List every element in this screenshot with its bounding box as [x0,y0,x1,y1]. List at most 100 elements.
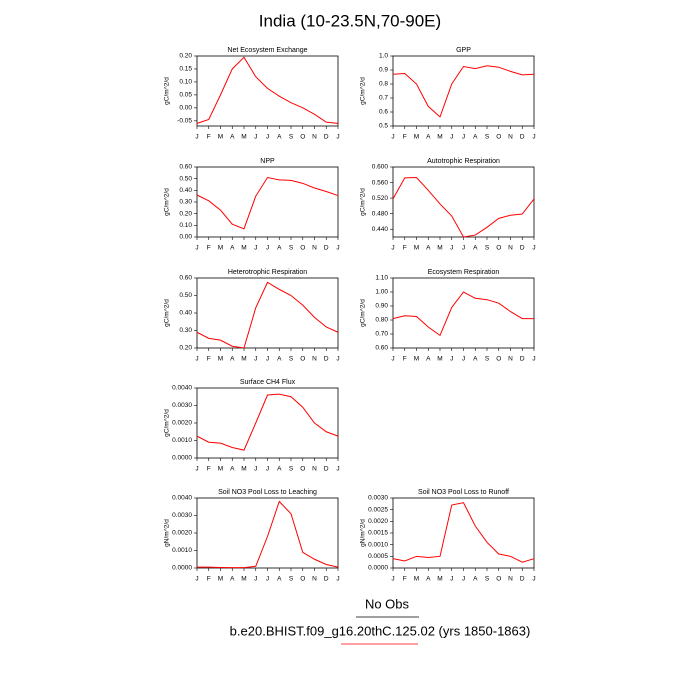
series-line [392,502,535,563]
y-axis-label: gC/m^2/d [360,188,367,216]
y-tick-label: 0.0000 [172,565,192,572]
x-tick-label: O [300,134,305,141]
y-tick-label: 0.0010 [172,437,192,444]
y-tick-label: 0.0030 [368,495,388,502]
panel-title: GPP [456,47,471,54]
y-tick-label: 0.0030 [172,512,192,519]
x-tick-label: J [336,245,339,252]
x-tick-label: J [462,356,465,363]
panel-title: Surface CH4 Flux [240,379,296,386]
y-axis-label: gC/m^2/d [360,299,367,327]
x-tick-label: S [289,466,294,473]
x-tick-label: A [230,134,235,141]
y-tick-label: 1.00 [375,289,388,296]
y-tick-label: 0.0020 [368,518,388,525]
x-tick-label: J [195,356,198,363]
x-tick-label: M [241,245,246,252]
x-tick-label: D [324,356,329,363]
y-tick-label: 0.0020 [172,530,192,537]
x-tick-label: D [520,134,525,141]
x-tick-label: A [473,576,478,583]
x-tick-label: J [450,576,453,583]
x-tick-label: S [289,356,294,363]
x-tick-label: O [496,576,501,583]
y-tick-label: 0.20 [179,210,192,217]
x-tick-label: M [414,134,419,141]
x-tick-label: A [426,245,431,252]
x-tick-label: J [266,356,269,363]
y-axis-label: gC/m^2/d [164,188,171,216]
plot-frame [392,497,535,569]
y-tick-label: 0.0010 [368,541,388,548]
x-tick-label: M [241,356,246,363]
x-tick-label: S [485,576,490,583]
x-tick-label: M [437,245,442,252]
legend-case: b.e20.BHIST.f09_g16.20thC.125.02 (yrs 18… [230,623,531,638]
x-tick-label: J [336,466,339,473]
x-tick-label: J [391,245,394,252]
series-line [196,56,339,124]
series-line [392,65,535,118]
x-tick-label: J [254,356,257,363]
x-tick-label: M [437,576,442,583]
x-tick-label: J [266,576,269,583]
x-tick-label: A [473,356,478,363]
x-tick-label: O [496,245,501,252]
y-tick-label: 0.0025 [368,506,388,513]
y-tick-label: 0.40 [179,310,192,317]
y-tick-label: 0.560 [372,179,389,186]
x-tick-label: J [195,245,198,252]
plot-frame [196,55,339,127]
panel-title: Autotrophic Respiration [427,158,500,165]
x-tick-label: M [218,466,223,473]
y-tick-label: 0.0015 [368,530,388,537]
y-tick-label: 0.15 [179,66,192,73]
x-tick-label: J [391,356,394,363]
x-tick-label: M [218,134,223,141]
x-tick-label: S [485,134,490,141]
x-tick-label: S [485,245,490,252]
plot-frame [392,277,535,349]
x-tick-label: N [312,356,317,363]
x-tick-label: A [230,466,235,473]
y-tick-label: 0.20 [179,345,192,352]
x-tick-label: A [473,134,478,141]
y-tick-label: 0.50 [179,175,192,182]
y-tick-label: 0.0030 [172,402,192,409]
panel-title: NPP [260,158,275,165]
x-tick-label: J [195,134,198,141]
y-tick-label: 0.0000 [172,455,192,462]
y-tick-label: 0.10 [179,222,192,229]
y-tick-label: 0.20 [179,53,192,60]
x-tick-label: N [312,576,317,583]
y-axis-label: gN/m^2/d [360,519,367,547]
x-tick-label: D [324,245,329,252]
x-tick-label: J [391,134,394,141]
x-tick-label: A [426,576,431,583]
x-tick-label: J [450,245,453,252]
plot-frame [392,55,535,127]
y-tick-label: 0.80 [375,317,388,324]
x-tick-label: D [324,466,329,473]
x-tick-label: J [266,245,269,252]
x-tick-label: D [324,576,329,583]
x-tick-label: S [289,245,294,252]
x-tick-label: J [450,356,453,363]
x-tick-label: M [414,576,419,583]
y-tick-label: 0.0000 [368,565,388,572]
x-tick-label: O [496,356,501,363]
series-line [196,393,339,451]
x-tick-label: A [277,576,282,583]
x-tick-label: F [207,576,211,583]
panel-title: Soil NO3 Pool Loss to Runoff [418,489,509,496]
y-tick-label: 0.60 [375,345,388,352]
x-tick-label: J [532,245,535,252]
x-tick-label: M [218,576,223,583]
x-tick-label: N [508,356,513,363]
x-tick-label: D [520,245,525,252]
x-tick-label: J [266,466,269,473]
y-tick-label: 0.480 [372,210,389,217]
x-tick-label: J [532,576,535,583]
y-tick-label: 0.6 [379,109,388,116]
